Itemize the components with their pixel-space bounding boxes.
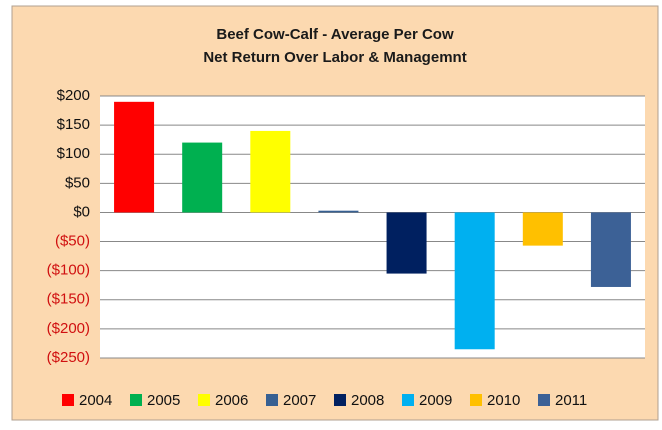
chart-title: Beef Cow-Calf - Average Per Cow	[216, 26, 454, 43]
legend-label: 2007	[283, 392, 316, 409]
bar	[114, 101, 155, 213]
legend-swatch	[266, 394, 278, 406]
y-tick-label: ($250)	[47, 349, 90, 366]
legend-swatch	[402, 394, 414, 406]
legend-label: 2004	[79, 392, 112, 409]
plot-area	[100, 96, 645, 358]
bar	[522, 212, 563, 246]
legend-label: 2009	[419, 392, 452, 409]
legend-label: 2008	[351, 392, 384, 409]
bar	[318, 210, 359, 213]
bar	[386, 212, 427, 274]
legend-label: 2011	[555, 392, 587, 409]
bar	[454, 212, 495, 350]
legend-swatch	[470, 394, 482, 406]
legend-swatch	[538, 394, 550, 406]
y-tick-label: ($100)	[47, 262, 90, 279]
y-tick-label: ($150)	[47, 291, 90, 308]
y-tick-label: $0	[73, 203, 90, 220]
legend-swatch	[334, 394, 346, 406]
legend-label: 2006	[215, 392, 248, 409]
legend-label: 2005	[147, 392, 180, 409]
legend-swatch	[198, 394, 210, 406]
bar	[250, 130, 291, 213]
y-tick-label: $50	[65, 174, 90, 191]
legend-swatch	[62, 394, 74, 406]
legend-label: 2010	[487, 392, 520, 409]
y-tick-label: $200	[57, 87, 90, 104]
chart-title: Net Return Over Labor & Managemnt	[203, 49, 466, 66]
y-tick-label: ($200)	[47, 320, 90, 337]
legend-swatch	[130, 394, 142, 406]
y-tick-label: $150	[57, 116, 90, 133]
bar	[182, 142, 223, 213]
bar	[590, 212, 631, 287]
y-tick-label: $100	[57, 145, 90, 162]
y-tick-label: ($50)	[55, 233, 90, 250]
